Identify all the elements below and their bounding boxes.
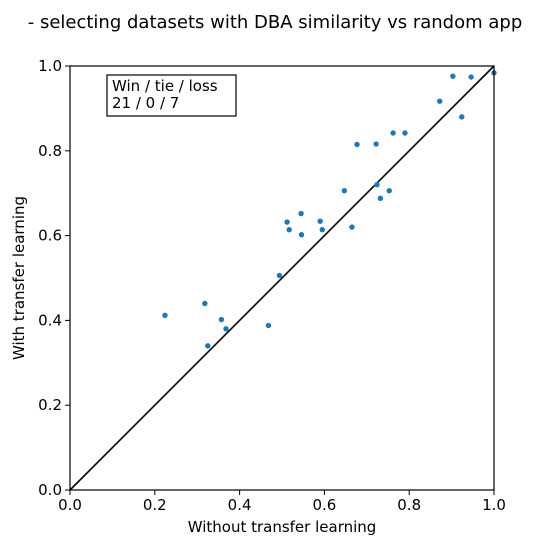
axes-frame — [69, 65, 495, 491]
x-axis-label: Without transfer learning — [188, 518, 377, 536]
diagonal-line — [69, 65, 495, 491]
x-axis-ticks: 0.0 0.2 0.4 0.6 0.8 1.0 — [58, 490, 506, 514]
win-tie-loss-heading: Win / tie / loss — [112, 77, 218, 95]
y-tick-label: 0.0 — [38, 481, 62, 499]
data-point — [349, 224, 355, 230]
data-point — [450, 73, 456, 79]
x-tick-label: 0.6 — [312, 496, 336, 514]
y-tick-label: 0.4 — [38, 311, 62, 329]
chart-title: - selecting datasets with DBA similarity… — [28, 12, 523, 33]
data-point — [205, 343, 211, 349]
data-point — [386, 187, 392, 194]
data-point — [459, 114, 465, 120]
data-point — [202, 300, 208, 307]
plot-area — [69, 65, 497, 491]
win-tie-loss-values: 21 / 0 / 7 — [112, 94, 179, 112]
y-tick-label: 0.2 — [38, 396, 62, 414]
data-point — [373, 141, 379, 147]
data-point — [284, 219, 290, 225]
y-axis-label: With transfer learning — [10, 196, 28, 360]
data-point — [354, 141, 360, 148]
data-point — [286, 226, 292, 233]
data-point — [162, 312, 168, 319]
x-tick-label: 0.4 — [228, 496, 252, 514]
y-axis-ticks: 0.0 0.2 0.4 0.6 0.8 1.0 — [38, 57, 70, 499]
y-tick-label: 1.0 — [38, 57, 62, 75]
data-point — [374, 182, 380, 188]
data-point — [298, 210, 304, 217]
points-layer — [162, 70, 497, 349]
data-point — [402, 130, 408, 136]
data-point — [390, 130, 396, 136]
x-tick-label: 0.2 — [143, 496, 167, 514]
data-point — [218, 316, 225, 323]
data-point — [468, 74, 474, 80]
data-point — [276, 272, 283, 279]
data-point — [298, 232, 305, 238]
data-point — [341, 187, 348, 194]
data-point — [223, 326, 229, 332]
y-tick-label: 0.8 — [38, 142, 62, 160]
y-tick-label: 0.6 — [38, 227, 62, 245]
data-point — [377, 195, 384, 201]
data-point — [437, 98, 443, 104]
x-tick-label: 0.8 — [397, 496, 421, 514]
x-tick-label: 0.0 — [58, 496, 82, 514]
data-point — [317, 218, 323, 224]
win-tie-loss-frame — [106, 74, 237, 117]
data-point — [265, 322, 272, 329]
x-tick-label: 1.0 — [482, 496, 506, 514]
win-tie-loss-box: Win / tie / loss 21 / 0 / 7 — [106, 74, 237, 117]
data-point — [319, 226, 325, 233]
